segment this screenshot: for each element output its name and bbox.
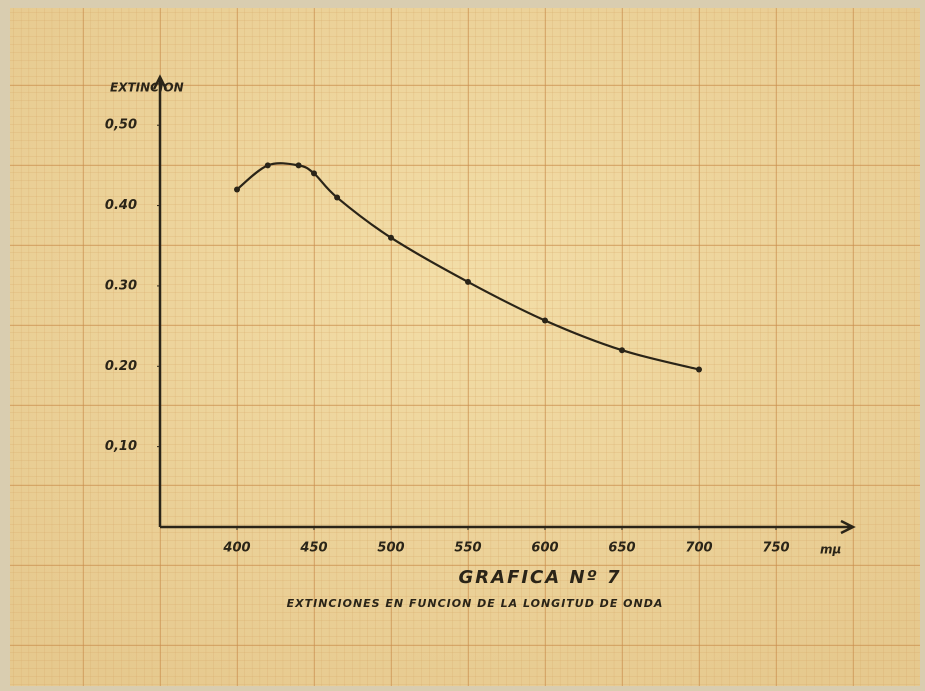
y-tick-label: 0.20 <box>105 359 137 374</box>
data-point <box>234 187 240 193</box>
y-tick-label: 0,50 <box>105 118 137 133</box>
data-point <box>265 162 271 168</box>
y-tick-label: 0.40 <box>105 198 137 213</box>
data-point <box>296 162 302 168</box>
x-tick-label: 550 <box>454 541 481 556</box>
chart-subtitle: EXTINCIONES EN FUNCION DE LA LONGITUD DE… <box>287 597 664 610</box>
data-point <box>696 367 702 373</box>
y-axis-label: EXTINCION <box>110 81 184 95</box>
x-tick-label: 400 <box>222 541 250 556</box>
x-tick-label: 600 <box>531 541 558 556</box>
data-point <box>311 170 317 176</box>
y-tick-label: 0.30 <box>105 278 137 293</box>
x-tick-label: 750 <box>762 541 789 556</box>
data-point <box>465 279 471 285</box>
x-tick-label: 500 <box>377 541 404 556</box>
page: EXTINCION mμ GRAFICA Nº 7 EXTINCIONES EN… <box>0 0 925 691</box>
x-tick-label: 650 <box>608 541 635 556</box>
chart: EXTINCION mμ GRAFICA Nº 7 EXTINCIONES EN… <box>0 0 925 691</box>
y-tick-label: 0,10 <box>105 439 137 454</box>
x-tick-label: 700 <box>685 541 712 556</box>
data-point <box>619 347 625 353</box>
data-point <box>388 235 394 241</box>
x-axis-label: mμ <box>820 543 842 557</box>
x-tick-label: 450 <box>299 541 327 556</box>
chart-title: GRAFICA Nº 7 <box>459 567 622 588</box>
data-point <box>542 317 548 323</box>
data-point <box>334 195 340 201</box>
